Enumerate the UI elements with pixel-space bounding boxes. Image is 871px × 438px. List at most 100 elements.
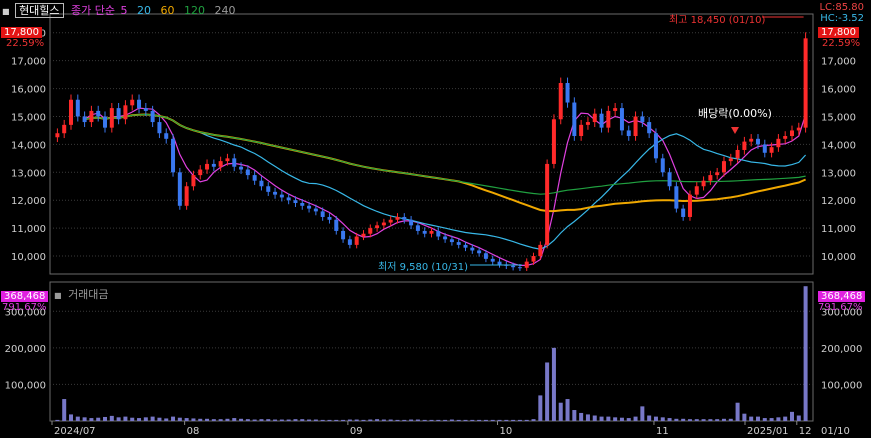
price-tick-label-right: 16,000	[821, 85, 856, 96]
candle-body	[762, 144, 767, 153]
square-marker-icon: ■	[2, 7, 10, 16]
ma-240-label: 240	[214, 4, 236, 17]
volume-bar	[592, 415, 597, 421]
volume-bar	[177, 417, 182, 421]
candle-body	[687, 194, 692, 217]
volume-bar	[334, 419, 339, 421]
volume-bar	[483, 419, 488, 421]
volume-bar	[470, 419, 475, 421]
volume-bar	[116, 417, 121, 421]
price-tick-label-right: 12,000	[821, 196, 856, 207]
volume-bar	[347, 419, 352, 421]
candle-body	[497, 261, 502, 265]
price-tick-label-left: 14,000	[11, 140, 46, 151]
candle-body	[143, 108, 148, 111]
candle-body	[789, 130, 794, 137]
candle-body	[674, 186, 679, 209]
candle-body	[694, 186, 699, 195]
candle-body	[653, 133, 658, 159]
volume-bar	[69, 414, 74, 421]
volume-bar	[82, 417, 87, 421]
volume-bar	[143, 417, 148, 421]
volume-bar	[354, 419, 359, 421]
volume-bar	[75, 416, 80, 421]
volume-bar	[307, 419, 312, 421]
x-tick-label: 12	[799, 426, 812, 437]
volume-bar	[225, 418, 230, 421]
candle-body	[109, 108, 114, 128]
candle-body	[749, 138, 754, 142]
volume-bar	[524, 419, 529, 421]
ma-20-line	[84, 113, 807, 250]
candle-body	[198, 169, 203, 176]
volume-bar	[640, 406, 645, 421]
hc-readout: HC:-3.52	[820, 13, 864, 24]
candle-body	[436, 230, 441, 237]
volume-bar	[245, 419, 250, 421]
volume-bar	[776, 417, 781, 421]
candle-body	[619, 108, 624, 131]
volume-bar	[198, 418, 203, 421]
volume-bar	[796, 415, 801, 421]
volume-bar	[218, 419, 223, 421]
candle-body	[470, 247, 475, 251]
candle-body	[667, 172, 672, 187]
volume-bar	[701, 419, 706, 421]
candle-body	[708, 175, 713, 181]
volume-bar	[286, 419, 291, 421]
candle-body	[755, 138, 760, 145]
candle-body	[381, 222, 386, 226]
volume-bar	[150, 416, 155, 421]
left-last-pct: 22.59%	[6, 38, 45, 49]
candle-body	[252, 175, 257, 181]
ma-20-label: 20	[137, 4, 152, 17]
volume-bar	[381, 419, 386, 421]
price-tick-label-right: 17,000	[821, 57, 856, 68]
volume-bar	[171, 416, 176, 421]
axis-tick-labels: 10,000 10,000 11,000 11,000 12,000 12,000 13,0…	[5, 29, 863, 437]
volume-bar	[429, 419, 434, 421]
x-tick-label: 2025/01	[747, 426, 789, 437]
volume-bar	[504, 419, 509, 421]
volume-bar	[273, 419, 278, 421]
volume-bar	[497, 419, 502, 421]
volume-bar	[279, 419, 284, 421]
candle-body	[517, 267, 522, 269]
volume-bar	[327, 419, 332, 421]
volume-bar	[538, 395, 543, 421]
candle-body	[300, 203, 305, 206]
volume-bar	[463, 419, 468, 421]
candle-body	[429, 230, 434, 234]
volume-bar	[769, 418, 774, 421]
candle-body	[422, 230, 427, 234]
volume-bar	[191, 418, 196, 421]
candle-body	[62, 124, 67, 134]
candle-body	[585, 122, 590, 125]
candle-body	[728, 158, 733, 162]
stock-name[interactable]: 현대힐스	[15, 3, 64, 18]
candle-body	[245, 169, 250, 176]
volume-bar	[490, 419, 495, 421]
lc-readout: LC:85.80	[819, 2, 864, 13]
price-tick-label-left: 12,000	[11, 196, 46, 207]
candle-body	[75, 99, 80, 117]
volume-bar	[239, 418, 244, 421]
candle-body	[341, 230, 346, 240]
candle-body	[211, 163, 216, 167]
dividend-marker	[731, 127, 739, 134]
candle-body	[293, 200, 298, 204]
candle-body	[239, 166, 244, 170]
volume-bar	[55, 419, 60, 421]
volume-bar	[477, 419, 482, 421]
x-tick-label: 09	[350, 426, 363, 437]
ma-5-label: 5	[120, 4, 128, 17]
candle-body	[633, 116, 638, 137]
candle-body	[259, 180, 264, 187]
volume-bar	[96, 417, 101, 421]
candle-body	[463, 244, 468, 248]
price-tick-label-left: 13,000	[11, 168, 46, 179]
volume-bar	[259, 419, 264, 421]
candle-body	[735, 149, 740, 159]
volume-bar	[164, 418, 169, 421]
right-last-pct: 22.59%	[822, 38, 861, 49]
